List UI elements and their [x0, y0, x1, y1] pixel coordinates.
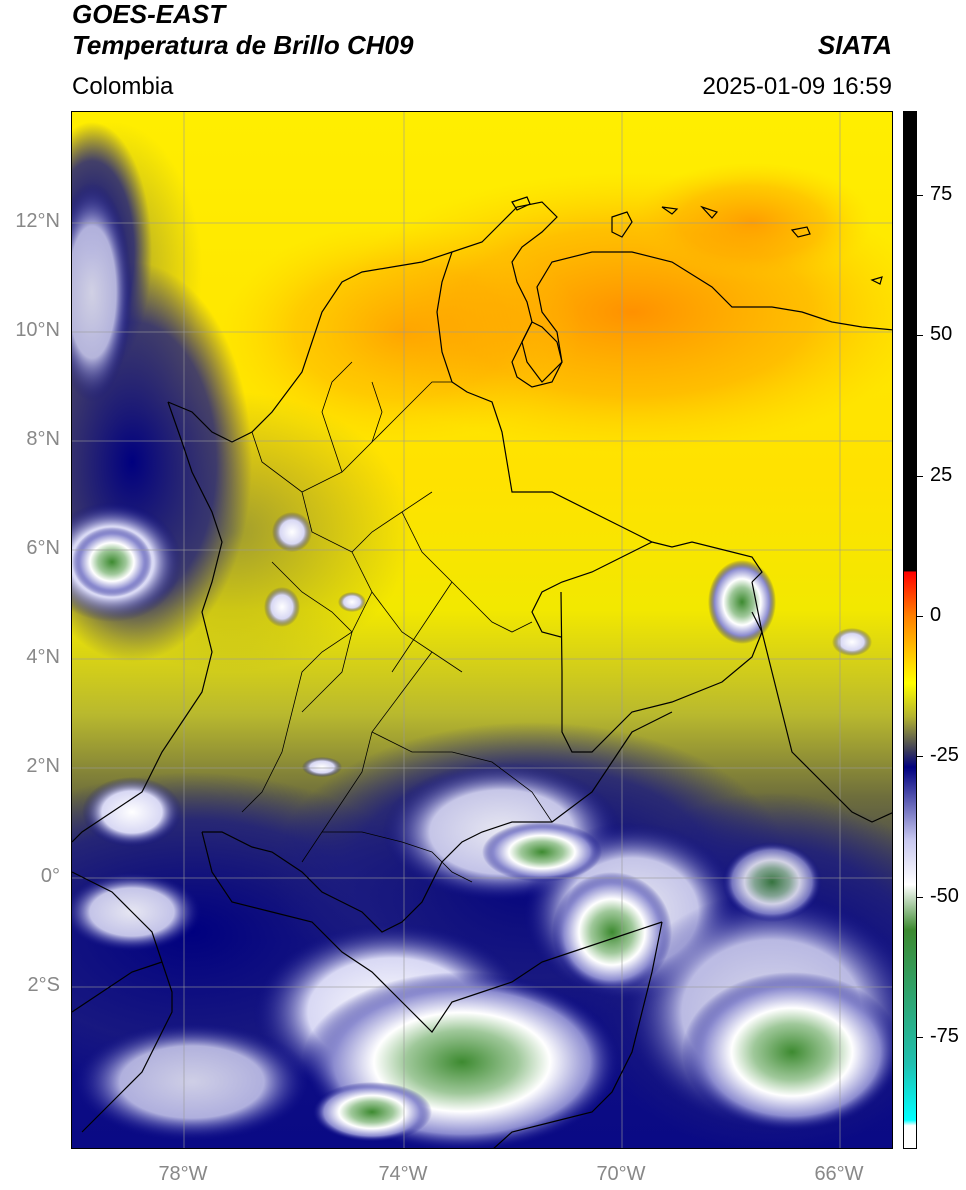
colorbar-tick-label: -25: [930, 744, 959, 767]
colorbar-tick: [917, 896, 923, 898]
latitude-tick-label: 6°N: [26, 537, 60, 559]
colorbar-tick: [917, 615, 923, 617]
latitude-tick-label: 8°N: [26, 428, 60, 450]
latitude-tick-label: 10°N: [15, 319, 60, 341]
colorbar-tick-label: 50: [930, 323, 953, 346]
datetime-label: 2025-01-09 16:59: [702, 73, 893, 100]
product-title: Temperatura de Brillo CH09: [72, 30, 414, 60]
agency-label: SIATA: [817, 30, 892, 60]
longitude-tick-label: 66°W: [814, 1163, 864, 1185]
colorbar-tick-label: -75: [930, 1024, 959, 1047]
longitude-tick-label: 70°W: [596, 1163, 646, 1185]
latitude-tick-label: 0°: [40, 865, 60, 887]
latitude-tick-label: 2°N: [26, 755, 60, 777]
longitude-tick-label: 74°W: [378, 1163, 428, 1185]
colorbar-tick: [917, 756, 923, 758]
colorbar-tick-label: 75: [930, 183, 953, 206]
satellite-title: GOES-EAST: [72, 0, 226, 29]
brightness-temperature-map: [71, 111, 893, 1149]
colorbar-tick-label: 0: [930, 603, 942, 626]
colorbar-tick-label: -50: [930, 884, 959, 907]
latitude-tick-label: 12°N: [15, 210, 60, 232]
colorbar-tick: [917, 1036, 923, 1038]
latitude-tick-label: 2°S: [27, 974, 60, 996]
colorbar: [903, 111, 917, 1149]
longitude-tick-label: 78°W: [158, 1163, 208, 1185]
colorbar-tick: [917, 335, 923, 337]
region-label: Colombia: [72, 73, 174, 100]
latitude-tick-label: 4°N: [26, 646, 60, 668]
colorbar-tick: [917, 475, 923, 477]
colorbar-tick: [917, 195, 923, 197]
colorbar-tick-label: 25: [930, 463, 953, 486]
